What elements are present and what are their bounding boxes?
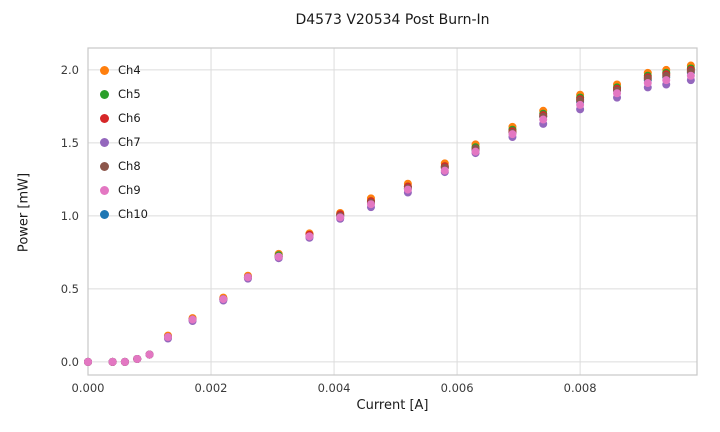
x-tick-label: 0.006	[441, 381, 474, 395]
data-point-ch9	[403, 185, 412, 194]
x-tick-label: 0.002	[195, 381, 228, 395]
y-tick-label: 1.5	[61, 136, 79, 150]
data-point-ch9	[662, 76, 671, 85]
data-point-ch9	[539, 115, 548, 124]
legend-item-ch4: Ch4	[100, 58, 148, 82]
legend-item-ch6: Ch6	[100, 106, 148, 130]
legend-label: Ch5	[118, 87, 141, 101]
y-tick-label: 2.0	[61, 63, 79, 77]
legend-label: Ch9	[118, 183, 141, 197]
legend-marker-icon	[100, 65, 109, 75]
data-point-ch9	[440, 166, 449, 175]
data-point-ch9	[274, 252, 283, 261]
data-point-ch9	[686, 71, 695, 80]
legend-label: Ch7	[118, 135, 141, 149]
legend: Ch4 Ch5 Ch6 Ch7 Ch8 Ch9 Ch10	[100, 58, 148, 226]
x-tick-label: 0.004	[318, 381, 351, 395]
data-point-ch9	[219, 295, 228, 304]
data-point-ch9	[120, 357, 129, 366]
legend-label: Ch4	[118, 63, 141, 77]
chart-title: D4573 V20534 Post Burn-In	[295, 12, 490, 28]
legend-item-ch5: Ch5	[100, 82, 148, 106]
plot-border	[87, 47, 698, 376]
data-point-ch9	[145, 350, 154, 359]
data-point-ch9	[133, 354, 142, 363]
data-point-ch9	[643, 79, 652, 88]
x-axis-label: Current [A]	[356, 398, 429, 413]
legend-marker-icon	[100, 161, 109, 171]
data-point-ch9	[243, 273, 252, 282]
legend-marker-icon	[100, 185, 109, 195]
legend-item-ch9: Ch9	[100, 178, 148, 202]
data-point-ch9	[163, 333, 172, 342]
y-tick-label: 0.5	[61, 282, 79, 296]
data-point-ch9	[366, 200, 375, 209]
legend-item-ch7: Ch7	[100, 130, 148, 154]
data-point-ch9	[84, 357, 92, 366]
data-point-ch9	[305, 232, 314, 241]
y-tick-label: 0.0	[61, 355, 79, 369]
legend-marker-icon	[100, 89, 109, 99]
y-tick-label: 1.0	[61, 209, 79, 223]
legend-marker-icon	[100, 137, 109, 147]
data-point-ch9	[576, 100, 585, 109]
x-tick-label: 0.000	[72, 381, 105, 395]
data-point-ch9	[508, 130, 517, 139]
data-point-ch9	[188, 315, 197, 324]
y-axis-label: Power [mW]	[16, 172, 32, 253]
legend-marker-icon	[100, 209, 109, 219]
x-tick-label: 0.008	[564, 381, 597, 395]
legend-marker-icon	[100, 113, 109, 123]
legend-label: Ch6	[118, 111, 141, 125]
data-point-ch9	[336, 213, 345, 222]
legend-item-ch10: Ch10	[100, 202, 148, 226]
data-point-ch9	[108, 357, 117, 366]
legend-item-ch8: Ch8	[100, 154, 148, 178]
data-point-ch9	[471, 147, 480, 156]
legend-label: Ch10	[118, 207, 148, 221]
data-point-ch9	[613, 89, 622, 98]
legend-label: Ch8	[118, 159, 141, 173]
